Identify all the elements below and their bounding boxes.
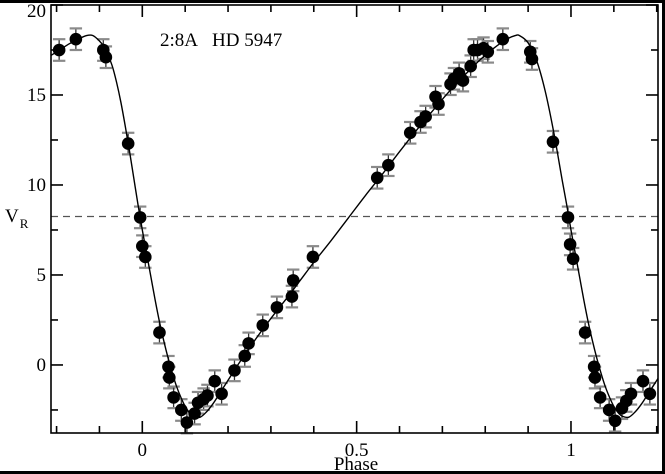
data-point xyxy=(228,364,241,377)
y-tick-label: 5 xyxy=(37,265,47,286)
error-bars xyxy=(52,27,657,435)
data-point xyxy=(208,374,222,388)
data-point xyxy=(496,32,510,46)
data-point xyxy=(593,391,607,404)
data-point xyxy=(238,349,252,363)
data-point xyxy=(180,416,194,429)
data-point xyxy=(52,43,66,57)
data-point xyxy=(588,371,602,384)
data-point xyxy=(403,126,417,140)
data-point xyxy=(419,110,432,123)
data-point xyxy=(525,52,539,66)
plot-title-star: HD 5947 xyxy=(212,30,282,51)
x-axis-label: Phase xyxy=(334,454,378,474)
plot-frame xyxy=(50,4,659,434)
data-point xyxy=(643,387,657,401)
data-point xyxy=(163,371,176,384)
data-point xyxy=(563,238,577,251)
data-point xyxy=(201,389,214,402)
data-point xyxy=(432,97,445,111)
data-point xyxy=(286,274,300,287)
data-point xyxy=(215,387,228,401)
data-point xyxy=(624,387,638,401)
data-point xyxy=(162,360,175,374)
plot-title: 2:8A HD 5947 xyxy=(160,30,282,51)
data-point xyxy=(242,337,255,350)
data-points xyxy=(52,32,657,429)
data-point xyxy=(602,403,616,417)
data-point xyxy=(370,171,384,185)
x-tick-label: 0.5 xyxy=(345,440,369,461)
x-tick-label: 0 xyxy=(138,440,148,461)
data-point xyxy=(153,326,166,339)
y-axis-label: VR xyxy=(5,206,29,231)
data-point xyxy=(285,290,299,303)
y-axis-label-main: V xyxy=(5,206,19,227)
data-point xyxy=(456,74,470,87)
tick-labels: 20 15 10 5 0 0 0.5 1 xyxy=(27,1,576,461)
border-right xyxy=(662,0,665,474)
y-tick-label: 15 xyxy=(27,85,46,106)
border-bottom xyxy=(0,471,665,474)
data-point xyxy=(306,250,320,264)
y-tick-label: 20 xyxy=(27,1,46,22)
data-point xyxy=(270,301,284,314)
data-point xyxy=(587,360,601,374)
fit-curve xyxy=(51,34,658,419)
border-top xyxy=(0,0,665,3)
fit-curve-path xyxy=(51,34,658,419)
data-point xyxy=(608,414,622,428)
data-point xyxy=(139,250,152,264)
data-point xyxy=(256,319,270,332)
data-point xyxy=(578,326,592,339)
data-point xyxy=(546,135,560,149)
plot-title-id: 2:8A xyxy=(160,30,198,51)
x-tick-label: 1 xyxy=(566,440,576,461)
data-point xyxy=(636,374,650,388)
data-point xyxy=(382,158,395,172)
data-point xyxy=(566,252,580,266)
y-axis-label-subscript: R xyxy=(20,216,29,231)
data-point xyxy=(99,50,113,64)
data-point xyxy=(175,403,188,417)
data-point xyxy=(561,211,575,224)
data-point xyxy=(481,45,495,59)
y-tick-label: 0 xyxy=(37,355,47,376)
data-point xyxy=(136,239,149,253)
data-point xyxy=(133,211,147,224)
data-point xyxy=(464,59,477,73)
data-point xyxy=(121,137,135,150)
y-tick-label: 10 xyxy=(27,175,46,196)
data-point xyxy=(69,32,83,46)
data-point xyxy=(167,391,180,404)
data-point xyxy=(188,407,201,420)
